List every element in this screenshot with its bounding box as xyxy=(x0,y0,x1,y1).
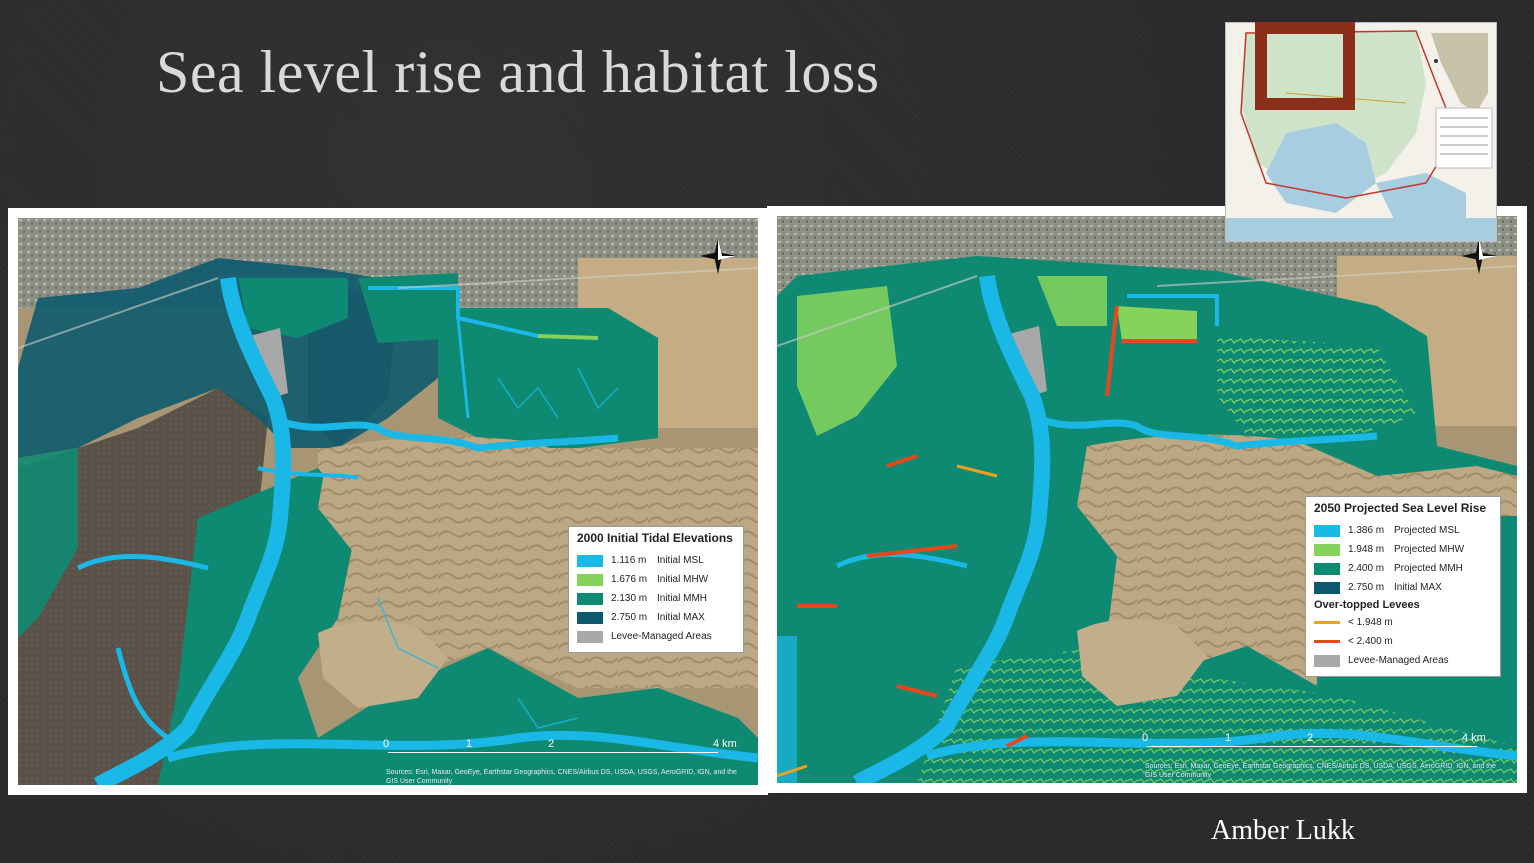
map-2050-panel: 2050 Projected Sea Level Rise 1.386 m Pr… xyxy=(767,206,1527,793)
scale-tick-1: 1 xyxy=(466,738,473,750)
scale-tick-0: 0 xyxy=(383,738,390,750)
map-credit: Sources: Esri, Maxar, GeoEye, Earthstar … xyxy=(386,769,737,785)
legend-item-max: 2.750 m Initial MAX xyxy=(577,608,735,627)
legend-value: 2.130 m xyxy=(611,593,648,604)
legend-label: Initial MAX xyxy=(1394,582,1442,593)
legend-value: 1.116 m xyxy=(611,555,647,566)
legend-item-msl: 1.386 m Projected MSL xyxy=(1314,521,1492,540)
legend-swatch xyxy=(577,554,603,567)
legend-title: 2050 Projected Sea Level Rise xyxy=(1314,501,1487,515)
north-arrow-icon xyxy=(698,236,738,276)
legend-label: Levee-Managed Areas xyxy=(1348,655,1449,666)
legend-line xyxy=(1314,640,1340,643)
legend-item-msl: 1.116 m Initial MSL xyxy=(577,551,735,570)
slide-title: Sea level rise and habitat loss xyxy=(156,39,880,105)
author-credit: Amber Lukk xyxy=(1211,815,1355,846)
legend-swatch xyxy=(1314,562,1340,575)
legend-item-mhw: 1.676 m Initial MHW xyxy=(577,570,735,589)
legend-swatch xyxy=(577,573,603,586)
legend-swatch xyxy=(1314,654,1340,667)
legend-label: Initial MAX xyxy=(657,612,705,623)
scale-tick-1: 1 xyxy=(1225,732,1232,744)
legend-item-mmh: 2.400 m Projected MMH xyxy=(1314,559,1492,578)
legend-label: Levee-Managed Areas xyxy=(611,631,712,642)
legend-item-mmh: 2.130 m Initial MMH xyxy=(577,589,735,608)
legend-item-max: 2.750 m Initial MAX xyxy=(1314,578,1492,597)
legend-item-overtop-high: < 2.400 m xyxy=(1314,632,1492,651)
scale-tick-4: 4 km xyxy=(1462,732,1486,744)
legend-label: Projected MHW xyxy=(1394,544,1465,555)
scale-bar: 0 1 2 4 km xyxy=(1142,732,1502,756)
legend-line xyxy=(1314,621,1340,624)
legend-label: < 2.400 m xyxy=(1348,636,1393,647)
legend-value: 1.386 m xyxy=(1348,525,1385,536)
legend-label: Projected MMH xyxy=(1394,563,1463,574)
inset-map-image xyxy=(1226,23,1496,241)
legend-item-mhw: 1.948 m Projected MHW xyxy=(1314,540,1492,559)
legend-value: 2.400 m xyxy=(1348,563,1385,574)
legend-label: Projected MSL xyxy=(1394,525,1460,536)
scale-tick-2: 2 xyxy=(548,738,555,750)
map-2000-image xyxy=(18,218,758,785)
inset-locator-map xyxy=(1225,22,1497,242)
scale-bar: 0 1 2 4 km xyxy=(383,738,743,762)
legend-item-levee: Levee-Managed Areas xyxy=(1314,651,1492,670)
map-credit: Sources: Esri, Maxar, GeoEye, Earthstar … xyxy=(1145,763,1496,779)
scale-tick-2: 2 xyxy=(1307,732,1314,744)
map-2000-legend: 2000 Initial Tidal Elevations 1.116 m In… xyxy=(568,526,744,653)
legend-item-levee: Levee-Managed Areas xyxy=(577,627,735,646)
legend-label: < 1.948 m xyxy=(1348,617,1393,628)
legend-swatch xyxy=(1314,543,1340,556)
scale-tick-0: 0 xyxy=(1142,732,1149,744)
legend-value: 1.948 m xyxy=(1348,544,1385,555)
legend-title: 2000 Initial Tidal Elevations xyxy=(577,531,733,545)
legend-label: Initial MSL xyxy=(657,555,704,566)
north-arrow-icon xyxy=(1459,236,1499,276)
legend-value: 2.750 m xyxy=(611,612,648,623)
map-2000-panel: 2000 Initial Tidal Elevations 1.116 m In… xyxy=(8,208,768,795)
legend-label: Initial MHW xyxy=(657,574,709,585)
scale-tick-4: 4 km xyxy=(713,738,737,750)
legend-item-overtop-low: < 1.948 m xyxy=(1314,613,1492,632)
legend-swatch xyxy=(577,592,603,605)
legend-swatch xyxy=(1314,581,1340,594)
legend-swatch xyxy=(577,630,603,643)
legend-value: 2.750 m xyxy=(1348,582,1385,593)
legend-swatch xyxy=(577,611,603,624)
legend-value: 1.676 m xyxy=(611,574,648,585)
legend-swatch xyxy=(1314,524,1340,537)
legend-label: Initial MMH xyxy=(657,593,708,604)
overtop-title: Over-topped Levees xyxy=(1314,599,1420,611)
map-2050-legend: 2050 Projected Sea Level Rise 1.386 m Pr… xyxy=(1305,496,1501,677)
inset-highlight-box xyxy=(1255,22,1355,110)
